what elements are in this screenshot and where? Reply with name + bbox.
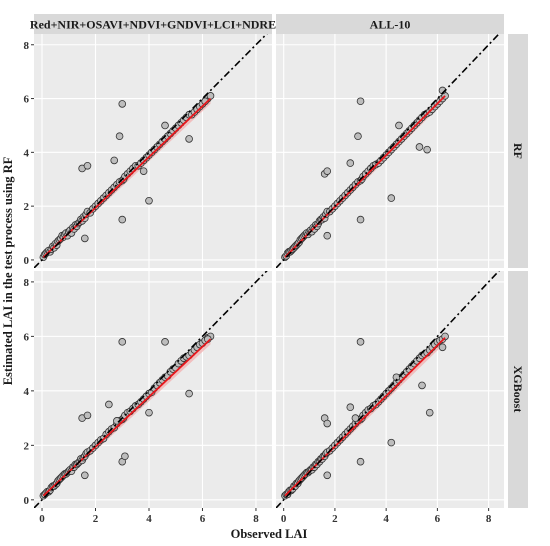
panel-rf-subset: 0 2 4 6 8	[24, 34, 272, 268]
panel-rf-all10	[276, 34, 504, 268]
plot-area	[34, 34, 268, 268]
scatter-point	[387, 194, 396, 202]
scatter-point	[323, 231, 332, 240]
x-tick-label: 2	[93, 513, 99, 525]
scatter-point	[351, 414, 360, 422]
identity-line	[34, 34, 268, 268]
regression-line	[42, 97, 212, 258]
scatter-point	[346, 159, 355, 167]
scatter-point	[145, 408, 153, 417]
x-tick-label: 0	[39, 513, 45, 525]
x-tick-label: 0	[281, 513, 287, 525]
x-axis-title: Observed LAI	[231, 527, 308, 541]
scatter-point	[356, 215, 365, 224]
scatter-point	[121, 452, 129, 461]
scatter-point	[354, 132, 362, 141]
scatter-point	[161, 121, 169, 130]
scatter-point	[323, 419, 332, 428]
identity-line	[276, 34, 500, 268]
y-tick-label: 0	[24, 255, 30, 267]
scatter-point	[185, 389, 193, 398]
scatter-point	[356, 97, 365, 106]
scatter-point	[118, 338, 127, 346]
regression-line	[42, 338, 212, 497]
scatter-point	[395, 121, 403, 130]
scatter-point	[83, 411, 92, 420]
scatter-point	[356, 338, 365, 346]
y-tick-label: 8	[24, 40, 30, 52]
col-strip-1	[34, 14, 272, 34]
scatter-point	[161, 338, 169, 346]
scatter-point	[185, 135, 193, 143]
x-tick-label: 4	[146, 513, 152, 525]
panel-xgboost-subset: 0 2 4 6 8 0 2 4 6 8	[24, 271, 272, 525]
scatter-point	[323, 167, 332, 175]
y-axis-title: Estimated LAI in the test process using …	[1, 156, 15, 385]
x-tick-label: 6	[200, 513, 206, 525]
scatter-point	[438, 343, 447, 352]
row-strip-1-label: RF	[511, 143, 525, 159]
plot-area	[276, 34, 500, 268]
scatter-point	[356, 457, 365, 466]
scatter-point	[81, 234, 89, 243]
y-tick-label: 2	[24, 201, 30, 213]
scatter-point	[145, 196, 153, 205]
row-strip-1	[508, 34, 528, 268]
scatter-point	[415, 143, 424, 151]
y-tick-label: 4	[24, 147, 30, 159]
x-tick-label: 8	[486, 513, 492, 525]
plot-area	[34, 271, 268, 508]
row-strip-2	[508, 271, 528, 508]
col-strip-2	[276, 14, 504, 34]
y-tick-label: 8	[24, 277, 30, 289]
regression-line	[284, 337, 446, 497]
y-tick-label: 2	[24, 440, 30, 452]
y-tick-label: 6	[24, 331, 30, 343]
scatter-point	[441, 332, 449, 341]
x-tick-label: 8	[253, 513, 259, 525]
y-tick-label: 4	[24, 386, 30, 398]
scatter-point	[81, 471, 89, 480]
scatter-point	[83, 161, 92, 170]
scatter-point	[118, 100, 127, 108]
scatter-point	[387, 438, 396, 447]
scatter-point	[323, 471, 332, 480]
scatter-point	[115, 132, 124, 141]
scatter-point	[425, 408, 434, 417]
plot-area	[276, 271, 500, 508]
y-tick-label: 0	[24, 495, 30, 507]
identity-line	[276, 271, 500, 508]
panel-xgboost-all10: 0 2 4 6 8	[276, 271, 504, 525]
identity-line	[34, 271, 268, 508]
x-tick-label: 4	[383, 513, 389, 525]
y-tick-label: 6	[24, 94, 30, 106]
scatter-point	[105, 400, 113, 409]
x-tick-label: 6	[435, 513, 441, 525]
scatter-point	[423, 145, 431, 154]
col-strip-1-label: Red+NIR+OSAVI+NDVI+GNDVI+LCI+NDRE	[30, 18, 276, 32]
row-strip-2-label: XGBoost	[511, 366, 525, 413]
scatter-point	[118, 215, 127, 224]
scatter-point	[346, 403, 355, 412]
scatter-point	[418, 381, 426, 390]
col-strip-2-label: ALL-10	[370, 18, 411, 32]
scatter-point	[110, 156, 119, 165]
scatter-point	[139, 167, 148, 175]
x-tick-label: 2	[332, 513, 338, 525]
